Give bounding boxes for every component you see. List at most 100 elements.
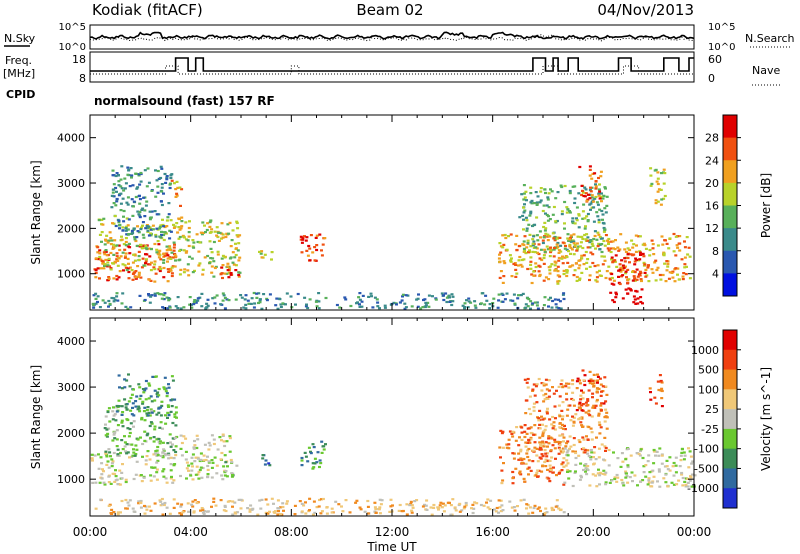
echo-cell: [586, 258, 590, 261]
echo-cell: [543, 221, 547, 224]
echo-cell: [544, 232, 548, 235]
echo-cell: [531, 244, 535, 247]
echo-cell: [543, 417, 547, 420]
echo-cell: [185, 467, 189, 470]
echo-cell: [170, 405, 174, 408]
echo-cell: [159, 224, 163, 227]
echo-cell: [126, 224, 130, 227]
freq-line: [90, 57, 694, 72]
echo-cell: [140, 480, 144, 483]
echo-cell: [315, 461, 319, 464]
echo-cell: [522, 498, 526, 501]
echo-cell: [151, 224, 155, 227]
echo-cell: [404, 306, 408, 309]
echo-cell: [105, 435, 109, 438]
echo-cell: [656, 380, 660, 383]
echo-cell: [169, 445, 173, 448]
colorbar-tick-label: 100: [698, 383, 719, 396]
echo-cell: [172, 182, 176, 185]
echo-cell: [406, 294, 410, 297]
echo-cell: [607, 242, 610, 245]
echo-cell: [167, 405, 170, 408]
echo-cell: [571, 391, 575, 394]
echo-cell: [591, 392, 595, 395]
echo-cell: [614, 239, 617, 242]
echo-cell: [639, 253, 642, 256]
echo-cell: [578, 278, 581, 282]
echo-cell: [642, 255, 646, 258]
echo-cell: [517, 444, 521, 447]
echo-cell: [558, 441, 562, 444]
echo-cell: [552, 248, 556, 251]
echo-cell: [233, 511, 237, 514]
echo-cell: [572, 253, 576, 256]
echo-cell: [537, 243, 541, 246]
echo-cell: [522, 258, 526, 261]
echo-cell: [206, 473, 210, 476]
echo-cell: [158, 225, 162, 228]
echo-cell: [536, 507, 540, 510]
echo-cell: [586, 468, 590, 472]
echo-cell: [154, 169, 157, 172]
echo-cell: [166, 268, 170, 271]
echo-cell: [535, 401, 539, 404]
echo-cell: [119, 185, 123, 188]
echo-cell: [597, 188, 601, 191]
echo-cell: [581, 436, 585, 439]
echo-cell: [553, 239, 557, 242]
echo-cell: [600, 192, 603, 195]
echo-cell: [611, 240, 615, 243]
echo-cell: [600, 255, 604, 258]
echo-cell: [133, 238, 137, 241]
echo-cell: [120, 413, 124, 416]
echo-cell: [600, 402, 604, 405]
echo-cell: [603, 228, 607, 231]
echo-cell: [532, 383, 536, 386]
echo-cell: [645, 274, 649, 277]
echo-cell: [210, 476, 214, 479]
echo-cell: [107, 276, 111, 279]
echo-cell: [131, 272, 135, 275]
echo-cell: [654, 199, 658, 202]
echo-cell: [318, 233, 322, 236]
echo-cell: [389, 505, 393, 508]
echo-cell: [296, 292, 300, 296]
echo-cell: [580, 424, 584, 427]
echo-cell: [236, 227, 240, 230]
echo-cell: [144, 387, 148, 390]
echo-cell: [547, 206, 551, 209]
echo-cell: [565, 269, 569, 272]
echo-cell: [344, 298, 348, 301]
echo-cell: [139, 501, 143, 504]
echo-cell: [660, 387, 664, 390]
echo-cell: [442, 298, 446, 302]
echo-cell: [167, 457, 171, 460]
echo-cell: [593, 264, 597, 268]
echo-cell: [551, 232, 555, 235]
echo-cell: [545, 455, 549, 458]
echo-cell: [621, 264, 625, 267]
echo-cell: [543, 428, 547, 431]
echo-cell: [113, 413, 117, 416]
echo-region: [258, 250, 274, 261]
echo-cell: [321, 243, 325, 246]
echo-cell: [192, 241, 196, 244]
echo-cell: [560, 213, 564, 216]
echo-cell: [592, 237, 596, 241]
echo-cell: [322, 448, 326, 451]
echo-cell: [186, 239, 190, 242]
echo-cell: [574, 451, 578, 455]
echo-cell: [216, 448, 220, 451]
echo-cell: [185, 477, 188, 480]
echo-cell: [166, 442, 170, 445]
echo-cell: [138, 198, 142, 201]
echo-cell: [641, 243, 645, 246]
echo-cell: [626, 253, 630, 256]
echo-cell: [260, 250, 264, 253]
echo-cell: [155, 392, 159, 396]
echo-cell: [148, 255, 152, 258]
echo-cell: [123, 248, 127, 251]
echo-cell: [575, 275, 579, 279]
echo-cell: [205, 306, 209, 309]
echo-cell: [607, 265, 611, 268]
